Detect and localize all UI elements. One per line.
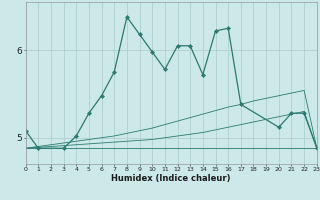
X-axis label: Humidex (Indice chaleur): Humidex (Indice chaleur) bbox=[111, 174, 231, 183]
